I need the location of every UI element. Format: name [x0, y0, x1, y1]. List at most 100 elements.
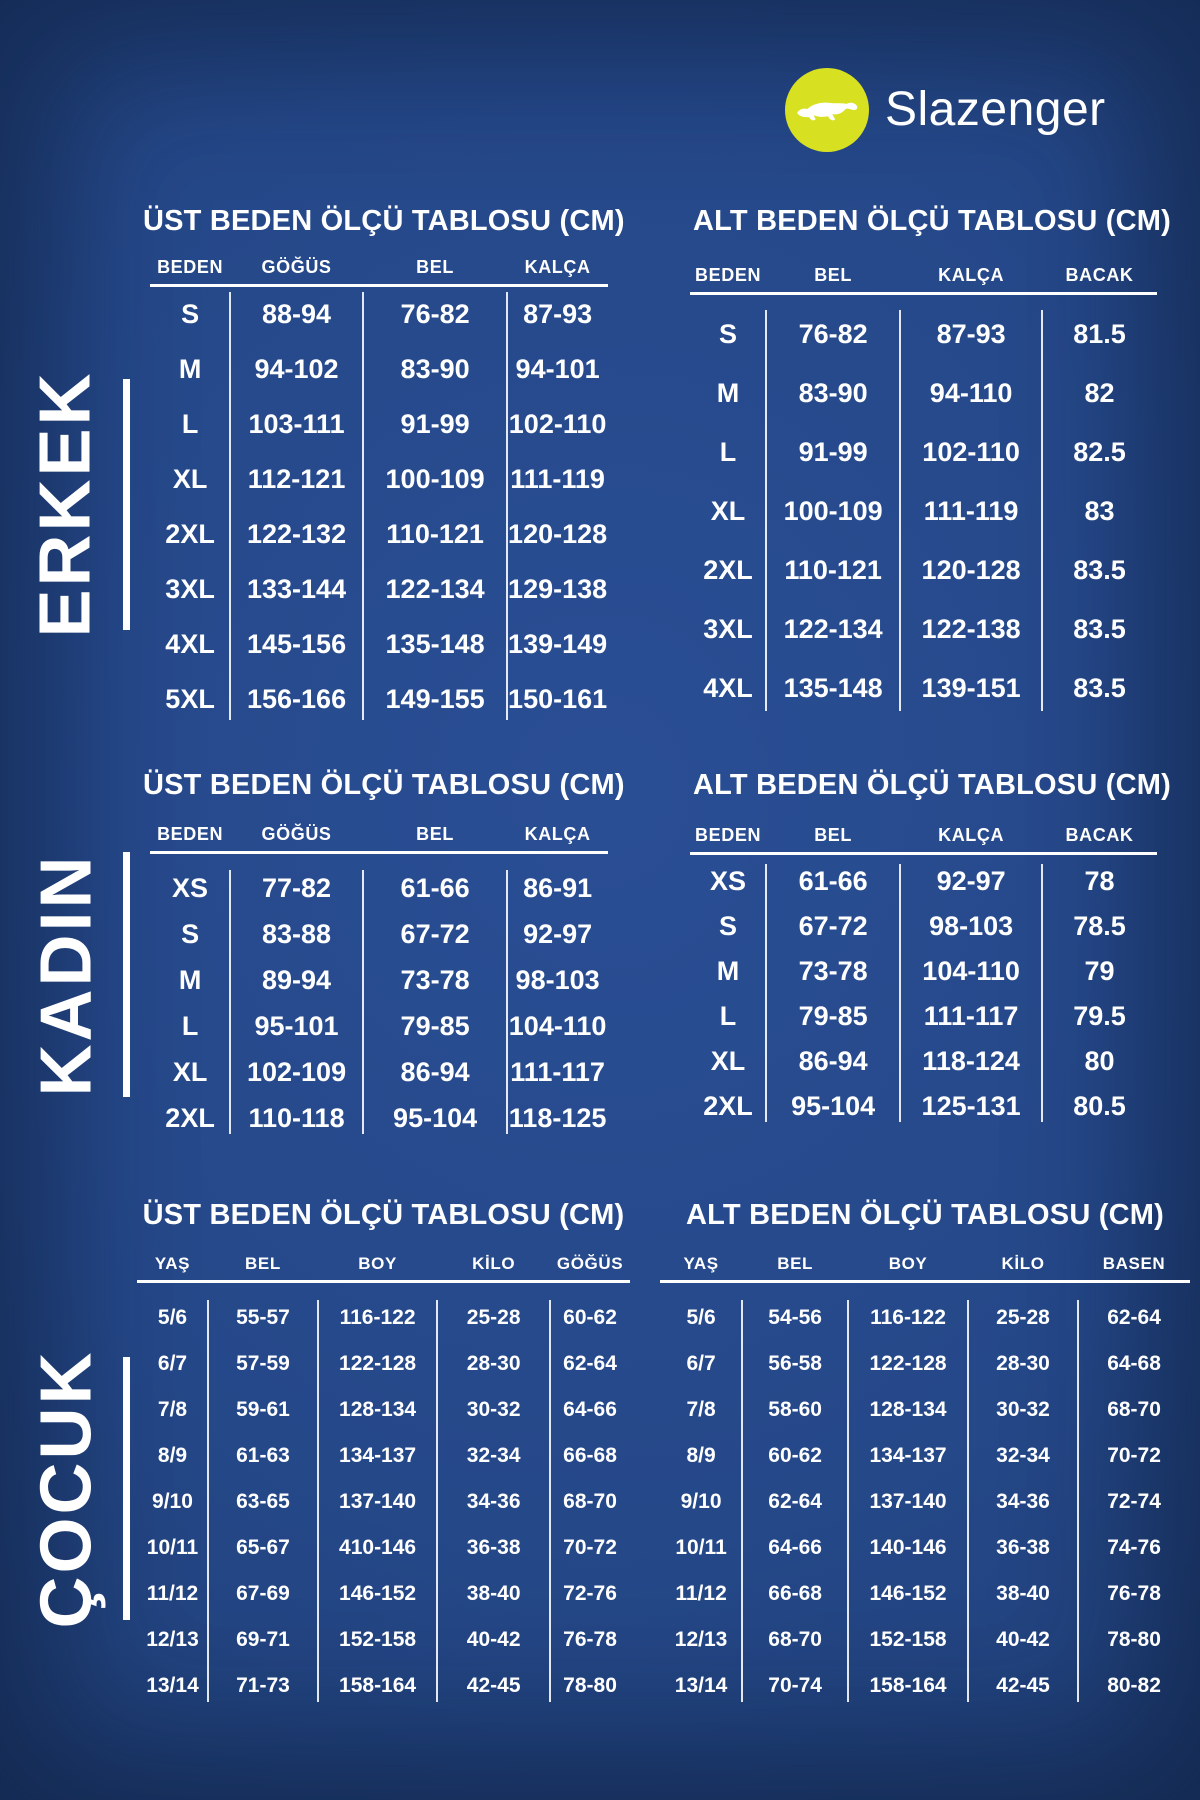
size-cell: 13/14: [674, 1674, 728, 1697]
column-header: BEDEN: [695, 265, 762, 285]
column-header: BEDEN: [695, 825, 762, 845]
size-cell: XL: [172, 464, 208, 494]
measurement-cell: 80: [1084, 1046, 1115, 1076]
column-divider: [1041, 864, 1044, 1122]
measurement-cell: 83-90: [400, 354, 470, 384]
measurement-cell: 102-109: [247, 1056, 347, 1087]
measurement-cell: 120-128: [921, 555, 1021, 585]
measurement-cell: 66-68: [563, 1444, 617, 1467]
size-cell: XL: [710, 1046, 746, 1076]
measurement-cell: 38-40: [466, 1582, 521, 1605]
table-title-kadin-lower: ALT BEDEN ÖLÇÜ TABLOSU (CM): [693, 769, 1171, 801]
table-body: XS 77-82 61-66 86-91 S 83-88 67-72 92-97 M 89-94 7…: [150, 865, 608, 1141]
column-header: BEL: [814, 265, 853, 285]
measurement-cell: 64-66: [768, 1536, 822, 1559]
size-cell: 2XL: [165, 1102, 215, 1133]
brand-name: Slazenger: [885, 83, 1106, 136]
section-divider-bar: [123, 379, 130, 630]
column-header: KALÇA: [938, 825, 1005, 845]
measurement-cell: 42-45: [996, 1674, 1050, 1697]
column-header: GÖĞÜS: [261, 257, 332, 277]
measurement-cell: 56-58: [768, 1352, 822, 1375]
column-header: BEL: [814, 825, 853, 845]
measurement-cell: 40-42: [466, 1628, 521, 1651]
measurement-cell: 129-138: [508, 574, 608, 604]
measurement-cell: 78-80: [563, 1674, 617, 1697]
measurement-cell: 139-149: [508, 629, 608, 659]
measurement-cell: 87-93: [936, 319, 1006, 349]
measurement-cell: 69-71: [236, 1628, 290, 1651]
measurement-cell: 66-68: [768, 1582, 822, 1605]
measurement-cell: 111-117: [510, 1056, 605, 1087]
measurement-cell: 60-62: [768, 1444, 822, 1467]
size-cell: XL: [710, 496, 746, 526]
measurement-cell: 128-134: [869, 1398, 947, 1421]
column-header: BEL: [416, 824, 454, 844]
column-divider: [361, 870, 364, 1134]
measurement-cell: 42-45: [466, 1674, 521, 1697]
column-header: BASEN: [1102, 1254, 1166, 1273]
measurement-cell: 82: [1084, 378, 1115, 408]
column-header: GÖĞÜS: [261, 824, 332, 844]
measurement-cell: 73-78: [798, 956, 868, 986]
measurement-cell: 36-38: [996, 1536, 1050, 1559]
column-header: BEL: [416, 257, 454, 277]
table-header-row: BEDEN GÖĞÜS BEL KALÇA: [150, 812, 608, 854]
measurement-cell: 158-164: [869, 1674, 947, 1697]
measurement-cell: 158-164: [339, 1674, 417, 1697]
table-header-row: BEDEN GÖĞÜS BEL KALÇA: [150, 245, 608, 287]
kadin-upper-size-table: BEDEN GÖĞÜS BEL KALÇA XS 77-82 61-66 86-91 S 83-…: [150, 812, 608, 1141]
measurement-cell: 118-125: [508, 1102, 607, 1133]
measurement-cell: 94-110: [929, 378, 1013, 408]
column-header: BACAK: [1065, 265, 1134, 285]
measurement-cell: 145-156: [247, 629, 347, 659]
measurement-cell: 70-74: [768, 1674, 822, 1697]
measurement-cell: 71-73: [236, 1674, 290, 1697]
measurement-cell: 410-146: [339, 1536, 417, 1559]
measurement-cell: 104-110: [508, 1010, 607, 1041]
measurement-cell: 134-137: [339, 1444, 417, 1467]
measurement-cell: 83.5: [1073, 555, 1126, 585]
size-cell: 10/11: [146, 1536, 199, 1559]
measurement-cell: 67-72: [400, 918, 470, 949]
cocuk-lower-size-table: YAŞ BEL BOY KİLO BASEN 5/6 54-56 116-122 25-28 6…: [660, 1241, 1190, 1709]
measurement-cell: 140-146: [869, 1536, 947, 1559]
size-cell: 5XL: [165, 684, 215, 714]
table-header-row: BEDEN BEL KALÇA BACAK: [690, 805, 1157, 855]
table-body: S 76-82 87-93 81.5 M 83-90 94-110 82 L 91-99 102-1…: [690, 305, 1157, 718]
measurement-cell: 135-148: [385, 629, 485, 659]
table-body: XS 61-66 92-97 78 S 67-72 98-103 78.5 M 73-78 104-…: [690, 859, 1157, 1129]
measurement-cell: 81.5: [1073, 319, 1126, 349]
measurement-cell: 95-101: [254, 1010, 339, 1041]
measurement-cell: 34-36: [996, 1490, 1050, 1513]
measurement-cell: 67-72: [798, 911, 868, 941]
measurement-cell: 128-134: [339, 1398, 417, 1421]
size-cell: XS: [172, 872, 209, 903]
measurement-cell: 83-90: [798, 378, 868, 408]
measurement-cell: 83-88: [262, 918, 332, 949]
measurement-cell: 72-76: [563, 1582, 617, 1605]
measurement-cell: 60-62: [563, 1306, 617, 1329]
size-cell: S: [181, 299, 200, 329]
measurement-cell: 95-104: [393, 1102, 478, 1133]
size-cell: S: [719, 319, 738, 349]
measurement-cell: 80-82: [1107, 1674, 1161, 1697]
column-header: BEL: [777, 1254, 814, 1273]
measurement-cell: 62-64: [768, 1490, 822, 1513]
measurement-cell: 80.5: [1073, 1091, 1126, 1121]
measurement-cell: 74-76: [1107, 1536, 1161, 1559]
measurement-cell: 65-67: [236, 1536, 290, 1559]
measurement-cell: 156-166: [247, 684, 347, 714]
measurement-cell: 73-78: [400, 964, 470, 995]
measurement-cell: 64-68: [1107, 1352, 1161, 1375]
size-cell: 11/12: [146, 1582, 199, 1605]
size-cell: 5/6: [157, 1306, 188, 1329]
measurement-cell: 68-70: [1107, 1398, 1161, 1421]
measurement-cell: 110-121: [784, 555, 882, 585]
measurement-cell: 62-64: [563, 1352, 617, 1375]
measurement-cell: 122-132: [247, 519, 347, 549]
size-cell: 4XL: [703, 673, 753, 703]
measurement-cell: 150-161: [508, 684, 608, 714]
measurement-cell: 32-34: [996, 1444, 1050, 1467]
